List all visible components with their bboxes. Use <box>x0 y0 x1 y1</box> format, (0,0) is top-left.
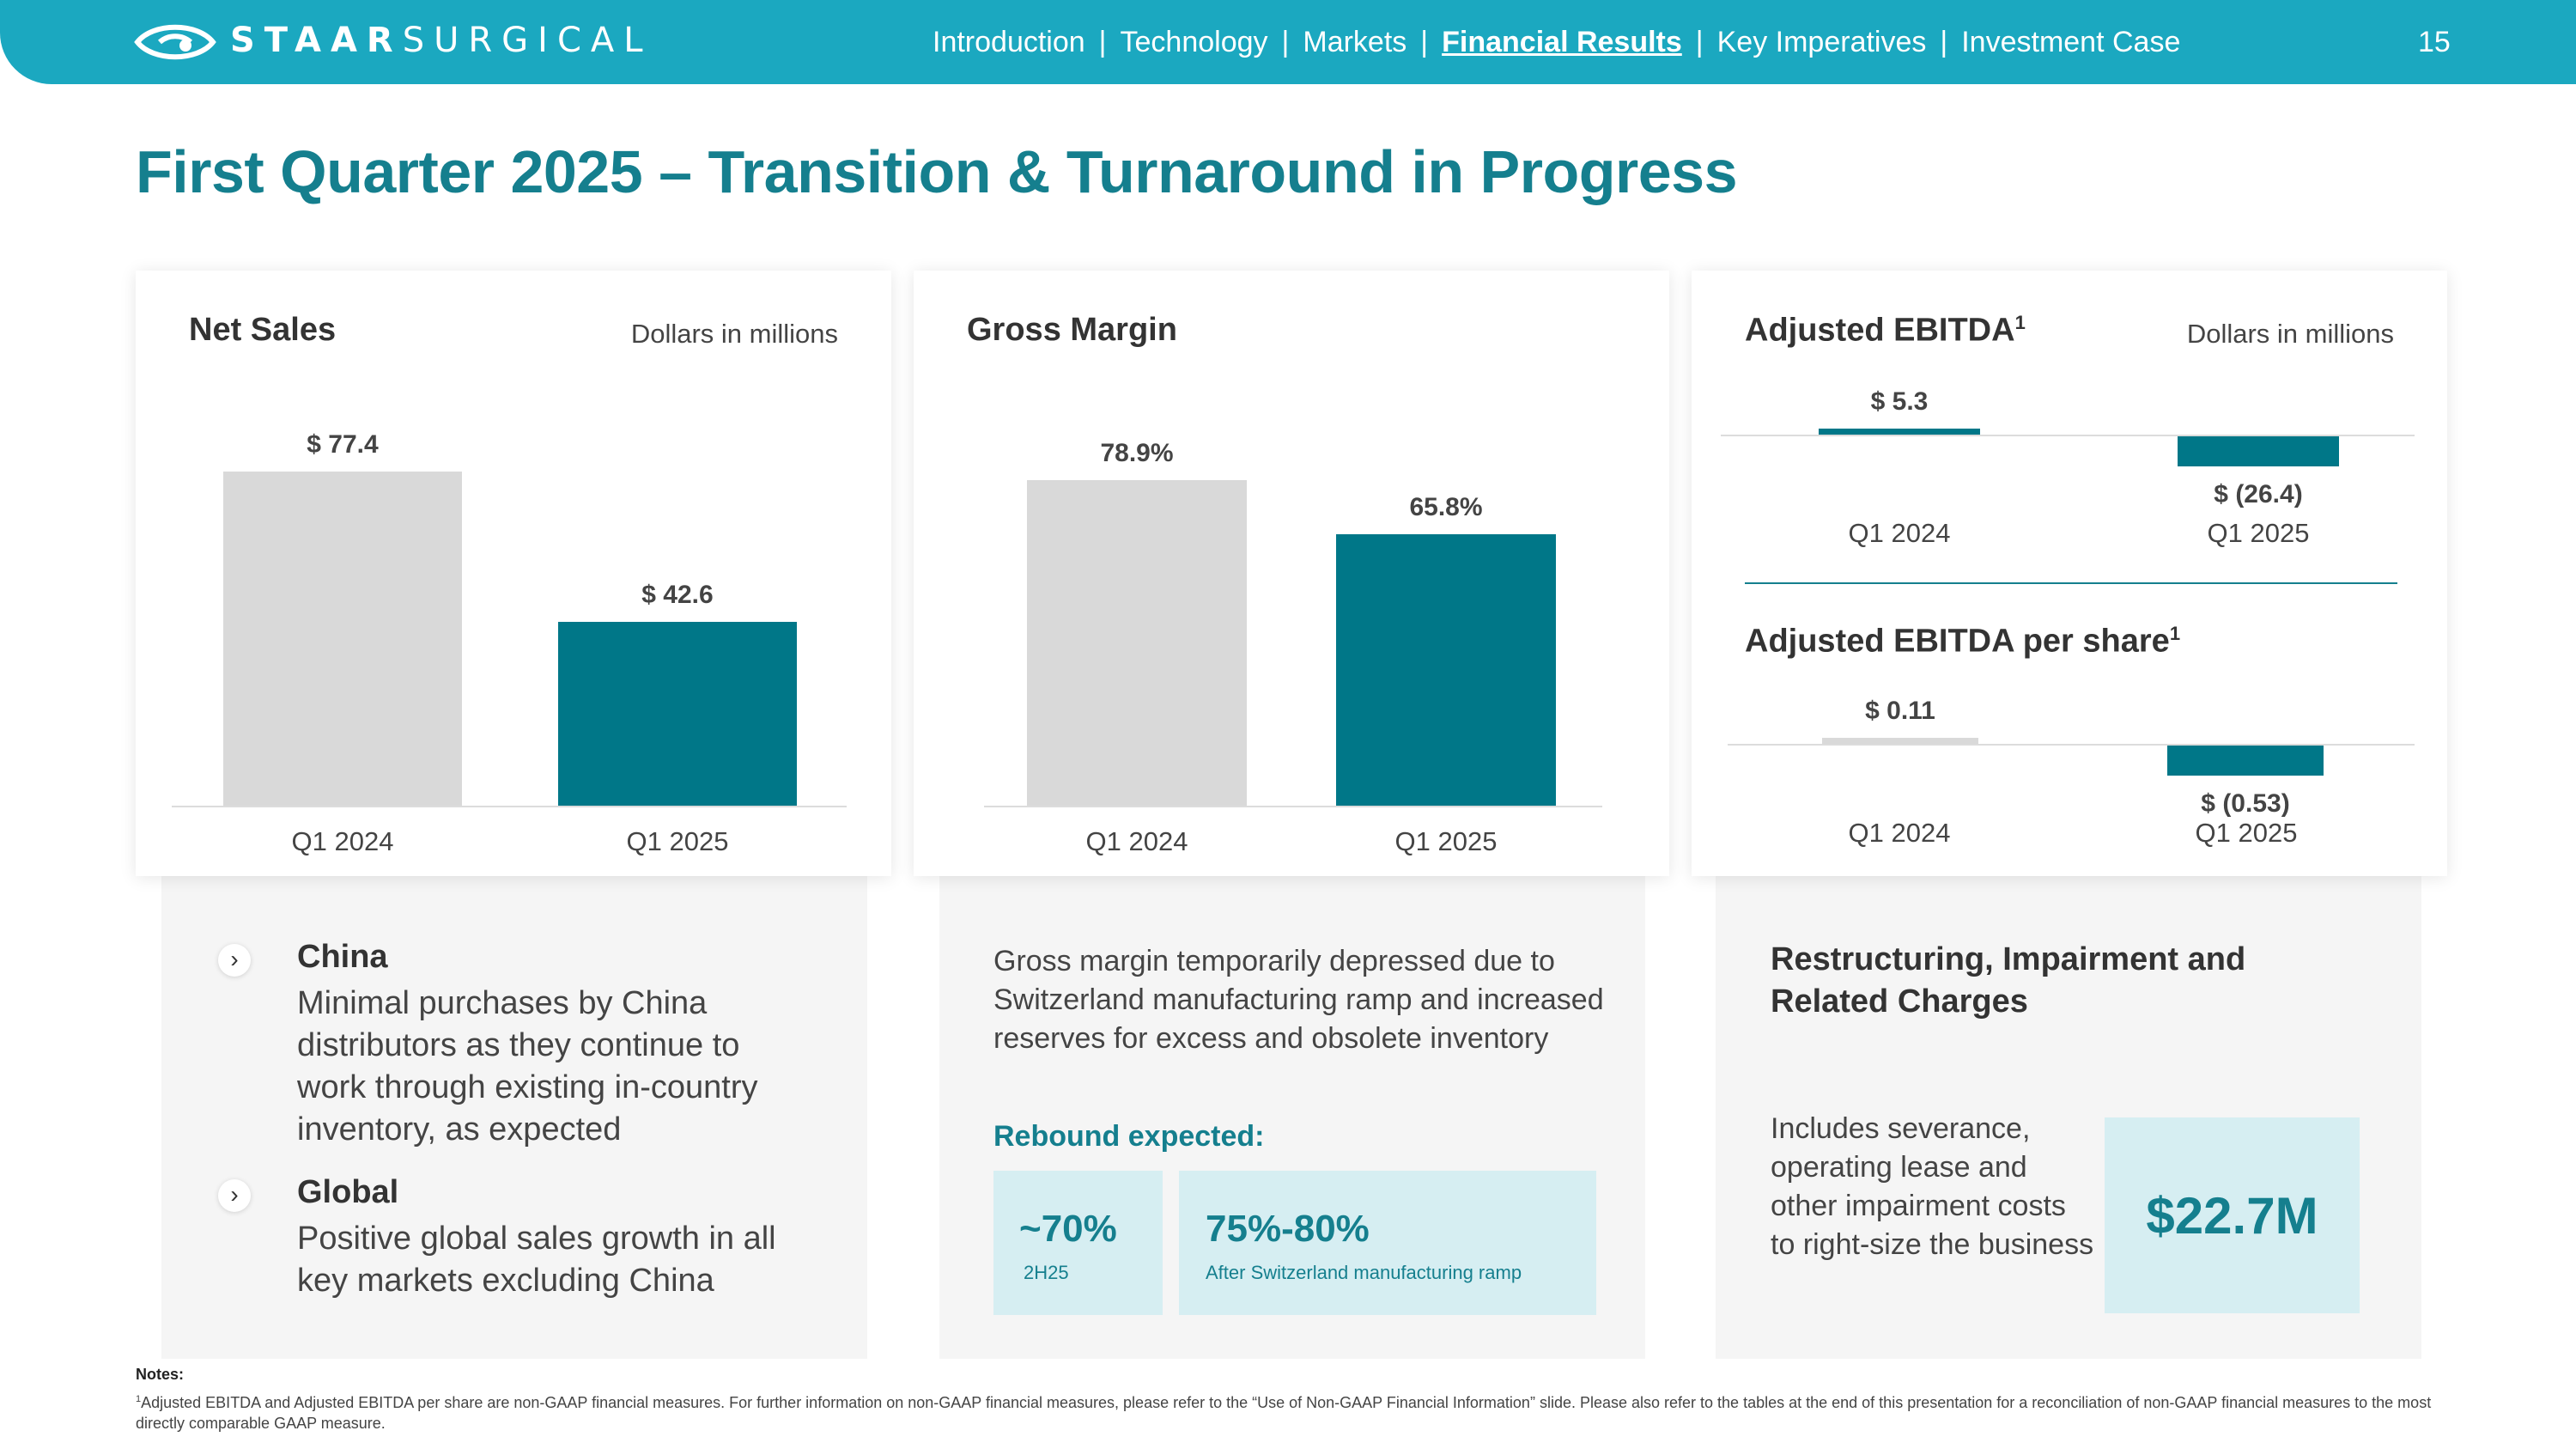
ebitda-value-q1-2025: $ (26.4) <box>2214 480 2303 508</box>
top-banner <box>0 0 2576 84</box>
nav-separator: | <box>1098 26 1107 58</box>
nav-markets[interactable]: Markets <box>1303 26 1407 58</box>
net-sales-axis <box>172 806 847 807</box>
notes-heading: Notes: <box>136 1366 185 1383</box>
rebound-heading: Rebound expected: <box>993 1120 1265 1153</box>
ebitda-divider <box>1745 582 2397 584</box>
ebitda-per-share-value-q1-2025: $ (0.53) <box>2201 789 2290 818</box>
restructuring-heading: Restructuring, Impairment and Related Ch… <box>1771 941 2246 1020</box>
stat-box-after-ramp <box>1179 1171 1596 1315</box>
nav-introduction[interactable]: Introduction <box>933 26 1085 58</box>
ebitda-card: Adjusted EBITDA1 Dollars in millions $ 5… <box>1692 271 2447 876</box>
stat-2h25-label: 2H25 <box>1024 1262 1069 1283</box>
net-sales-bar-q1-2024 <box>223 472 462 806</box>
notes-text: 1Adjusted EBITDA and Adjusted EBITDA per… <box>136 1394 2432 1432</box>
net-sales-card: Net Sales Dollars in millions $ 77.4 $ 4… <box>136 271 891 876</box>
nav-separator: | <box>1940 26 1948 58</box>
charges-amount: $22.7M <box>2146 1187 2318 1245</box>
china-panel <box>161 868 867 1359</box>
net-sales-value-q1-2024: $ 77.4 <box>307 430 379 459</box>
chevron-right-icon: › <box>218 1179 251 1212</box>
nav-separator: | <box>1281 26 1290 58</box>
ebitda-value-q1-2024: $ 5.3 <box>1870 387 1929 416</box>
ebitda-per-share-axis <box>1728 744 2415 746</box>
stat-2h25-value: ~70% <box>1019 1208 1117 1250</box>
nav-financial-results[interactable]: Financial Results <box>1442 26 1682 58</box>
nav-key-imperatives[interactable]: Key Imperatives <box>1716 26 1927 58</box>
gross-margin-tick-q1-2025: Q1 2025 <box>1394 826 1498 856</box>
chevron-right-icon: › <box>218 944 251 977</box>
gross-margin-value-q1-2024: 78.9% <box>1100 439 1174 467</box>
ebitda-axis <box>1721 435 2415 436</box>
gross-margin-card: Gross Margin 78.9% 65.8% Q1 2024 Q1 2025 <box>914 271 1669 876</box>
ebitda-title: Adjusted EBITDA1 <box>1745 312 2026 349</box>
stat-after-ramp-label: After Switzerland manufacturing ramp <box>1206 1262 1522 1283</box>
staar-logo-icon <box>134 24 216 60</box>
net-sales-tick-q1-2024: Q1 2024 <box>291 826 394 856</box>
ebitda-per-share-bar-q1-2025 <box>2167 746 2324 776</box>
net-sales-value-q1-2025: $ 42.6 <box>641 581 714 609</box>
net-sales-bar-q1-2025 <box>558 622 797 806</box>
gross-margin-bar-q1-2024 <box>1027 480 1247 806</box>
nav-technology[interactable]: Technology <box>1120 26 1268 58</box>
global-heading: Global <box>297 1174 399 1210</box>
restructuring-text: Includes severance, operating lease and … <box>1771 1112 2094 1261</box>
page-title: First Quarter 2025 – Transition & Turnar… <box>136 138 1738 205</box>
gross-margin-tick-q1-2024: Q1 2024 <box>1085 826 1188 856</box>
ebitda-units: Dollars in millions <box>2186 319 2394 349</box>
china-text: Minimal purchases by China distributors … <box>297 985 758 1148</box>
ebitda-per-share-bar-q1-2024 <box>1822 738 1978 744</box>
nav-separator: | <box>1420 26 1429 58</box>
net-sales-units: Dollars in millions <box>630 319 838 349</box>
ebitda-bar-q1-2025 <box>2178 436 2339 466</box>
gross-margin-value-q1-2025: 65.8% <box>1409 493 1483 521</box>
section-nav: Introduction | Technology | Markets | Fi… <box>933 26 2180 59</box>
global-text: Positive global sales growth in all key … <box>297 1221 776 1299</box>
china-heading: China <box>297 939 388 975</box>
ebitda-per-share-tick-q1-2025: Q1 2025 <box>2195 818 2298 848</box>
margin-explanation: Gross margin temporarily depressed due t… <box>993 945 1604 1055</box>
ebitda-per-share-value-q1-2024: $ 0.11 <box>1865 697 1935 725</box>
ebitda-tick-q1-2024: Q1 2024 <box>1848 518 1951 548</box>
page-number: 15 <box>2418 26 2451 58</box>
company-logo: STAARSURGICAL <box>230 21 653 60</box>
gross-margin-bar-q1-2025 <box>1336 534 1556 806</box>
ebitda-per-share-tick-q1-2024: Q1 2024 <box>1848 818 1951 848</box>
gross-margin-title: Gross Margin <box>967 312 1177 348</box>
ebitda-bar-q1-2024 <box>1819 429 1980 435</box>
charges-amount-box <box>2105 1117 2360 1313</box>
ebitda-tick-q1-2025: Q1 2025 <box>2207 518 2310 548</box>
net-sales-tick-q1-2025: Q1 2025 <box>626 826 729 856</box>
net-sales-title: Net Sales <box>189 312 337 348</box>
stat-box-2h25 <box>993 1171 1163 1315</box>
gross-margin-axis <box>984 806 1602 807</box>
nav-investment-case[interactable]: Investment Case <box>1961 26 2181 58</box>
nav-separator: | <box>1695 26 1704 58</box>
stat-after-ramp-value: 75%-80% <box>1206 1208 1370 1250</box>
ebitda-per-share-title: Adjusted EBITDA per share1 <box>1745 623 2181 660</box>
